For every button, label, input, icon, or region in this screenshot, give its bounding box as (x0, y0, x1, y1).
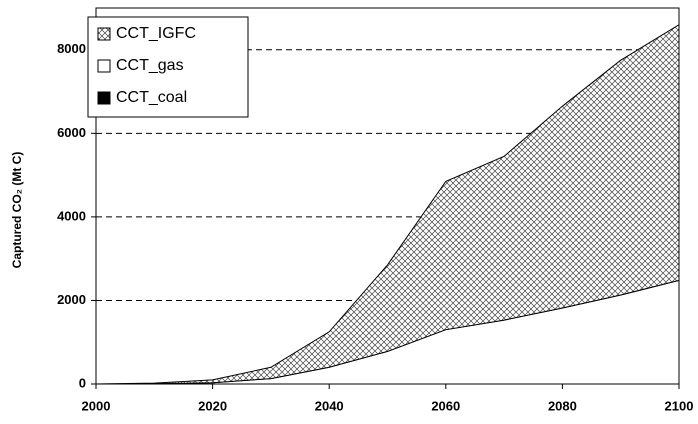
legend-swatch (97, 27, 111, 41)
legend-box (87, 16, 249, 118)
legend-swatch (97, 59, 111, 73)
y-tick-label: 0 (79, 375, 86, 390)
x-tick-label: 2080 (548, 398, 577, 413)
plot-frame (95, 7, 680, 385)
x-tick-label: 2060 (431, 398, 460, 413)
x-tick-label: 2100 (665, 398, 694, 413)
y-tick-label: 4000 (57, 208, 86, 223)
y-tick-label: 8000 (57, 41, 86, 56)
x-tick-label: 2020 (198, 398, 227, 413)
y-axis-title: Captured CO₂ (Mt C) (10, 152, 24, 269)
legend-swatch (97, 91, 111, 105)
x-tick-label: 2000 (82, 398, 111, 413)
x-tick-label: 2040 (315, 398, 344, 413)
legend-label: CCT_coal (116, 89, 187, 106)
legend-label: CCT_gas (116, 57, 184, 74)
y-tick-label: 6000 (57, 125, 86, 140)
legend: CCT_IGFC CCT_gas CCT_coal (87, 16, 249, 118)
y-tick-label: 2000 (57, 292, 86, 307)
legend-label: CCT_IGFC (116, 25, 196, 42)
